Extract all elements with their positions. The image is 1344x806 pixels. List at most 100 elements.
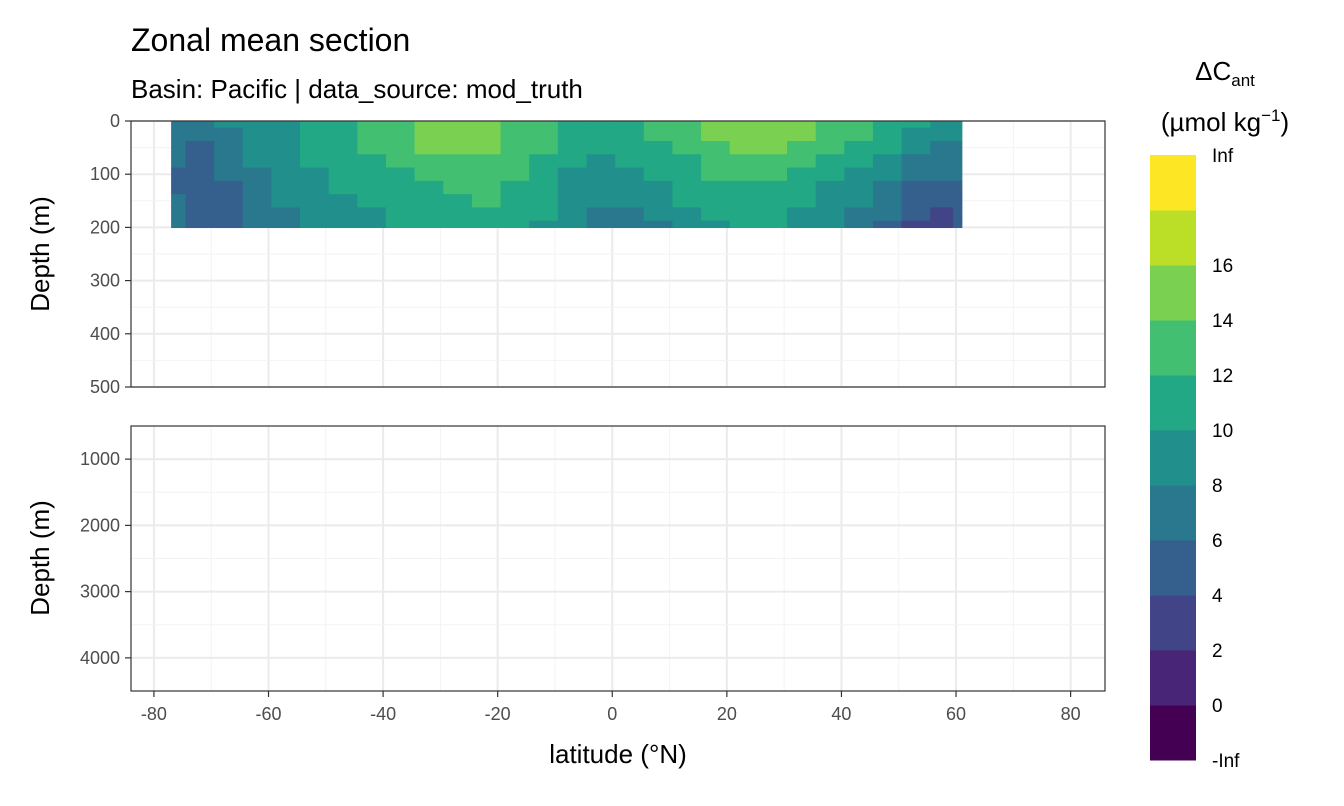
heatmap-cell (443, 121, 473, 129)
heatmap-cell (385, 207, 416, 222)
heatmap-cell (471, 207, 502, 222)
heatmap-cell (357, 121, 387, 129)
y-axis-label-top: Depth (m) (25, 196, 55, 312)
heatmap-cell (901, 220, 931, 228)
heatmap-cell (953, 154, 963, 169)
heatmap-cell (615, 180, 645, 195)
heatmap-cell (271, 121, 301, 129)
heatmap-cell (729, 154, 759, 169)
colorbar-legend: ΔCant (µmol kg−1) -Inf 0 2 4 6 8 10 12 14 16 Inf (1150, 56, 1289, 772)
heatmap-cell (729, 180, 759, 195)
top-panel-y-axis: 0 100 200 300 400 500 (90, 111, 131, 397)
heatmap-cell (171, 127, 187, 142)
heatmap-cell (214, 194, 244, 209)
heatmap-cell (844, 140, 874, 155)
heatmap-cell (171, 121, 187, 129)
heatmap-cell (930, 154, 954, 169)
heatmap-cell (414, 180, 444, 195)
legend-break-label: 14 (1212, 311, 1234, 332)
legend-swatch (1150, 210, 1196, 266)
heatmap-cell (586, 121, 616, 129)
heatmap-cell (787, 154, 817, 169)
heatmap-cell (643, 140, 674, 155)
heatmap-cell (357, 154, 387, 169)
legend-swatch (1150, 155, 1196, 211)
heatmap-cell (471, 220, 502, 228)
x-tick-label: -20 (485, 704, 511, 724)
heatmap-cell (953, 140, 963, 155)
heatmap-cell (672, 180, 702, 195)
heatmap-cell (300, 167, 330, 182)
heatmap-cell (300, 140, 330, 155)
heatmap-cell (953, 121, 963, 129)
heatmap-cell (300, 121, 330, 129)
heatmap-cell (901, 180, 931, 195)
heatmap-cell (500, 154, 530, 169)
bottom-panel-y-axis: 1000 2000 3000 4000 (80, 449, 131, 668)
heatmap-cell (328, 140, 358, 155)
legend-swatches (1150, 155, 1196, 761)
heatmap-cell (586, 194, 616, 209)
heatmap-cell (500, 180, 530, 195)
heatmap-cell (300, 154, 330, 169)
heatmap-cell (844, 194, 874, 209)
heatmap-cell (557, 194, 588, 209)
heatmap-cell (787, 207, 817, 222)
legend-break-label: 10 (1212, 421, 1233, 442)
legend-units: (µmol kg−1) (1161, 106, 1289, 137)
legend-break-label: Inf (1212, 146, 1234, 167)
heatmap-cell (529, 127, 559, 142)
x-axis-label: latitude (°N) (549, 739, 687, 769)
heatmap-cell (815, 127, 845, 142)
heatmap-cell (271, 154, 301, 169)
heatmap-cell (615, 220, 645, 228)
heatmap-cell (672, 194, 702, 209)
heatmap-cell (443, 127, 473, 142)
heatmap-cell (557, 127, 588, 142)
heatmap-cell (300, 220, 330, 228)
heatmap-cell (357, 220, 387, 228)
heatmap-cell (930, 194, 954, 209)
heatmap-cell (557, 121, 588, 129)
heatmap-cell (701, 167, 731, 182)
heatmap-cell (185, 220, 215, 228)
x-tick-label: 80 (1061, 704, 1081, 724)
heatmap-cell (271, 127, 301, 142)
heatmap-cell (729, 207, 759, 222)
x-tick-label: 20 (717, 704, 737, 724)
heatmap-cell (901, 207, 931, 222)
heatmap-cell (500, 127, 530, 142)
heatmap-cell (242, 154, 272, 169)
heatmap-cell (557, 207, 588, 222)
heatmap-cell (729, 121, 759, 129)
heatmap-cell (171, 154, 187, 169)
heatmap-cell (672, 121, 702, 129)
heatmap-cell (672, 140, 702, 155)
heatmap-cell (872, 194, 903, 209)
heatmap-cell (385, 140, 416, 155)
heatmap-cell (171, 180, 187, 195)
heatmap-cell (586, 167, 616, 182)
legend-swatch (1150, 265, 1196, 321)
heatmap-cell (586, 220, 616, 228)
heatmap-cell (443, 154, 473, 169)
heatmap-cell (930, 121, 954, 129)
heatmap-cell (672, 154, 702, 169)
heatmap-cell (500, 167, 530, 182)
heatmap-cell (328, 154, 358, 169)
heatmap-cell (729, 194, 759, 209)
heatmap-cell (872, 220, 903, 228)
heatmap-cell (844, 207, 874, 222)
heatmap-cell (529, 194, 559, 209)
heatmap-cell (643, 127, 674, 142)
heatmap-cell (242, 207, 272, 222)
heatmap-cell (615, 121, 645, 129)
heatmap-cell (930, 220, 954, 228)
heatmap-cell (185, 121, 215, 129)
heatmap-cell (844, 121, 874, 129)
legend-labels: -Inf 0 2 4 6 8 10 12 14 16 Inf (1212, 146, 1240, 772)
heatmap-cell (815, 140, 845, 155)
heatmap-cell (214, 140, 244, 155)
y-tick-label: 500 (90, 377, 120, 397)
